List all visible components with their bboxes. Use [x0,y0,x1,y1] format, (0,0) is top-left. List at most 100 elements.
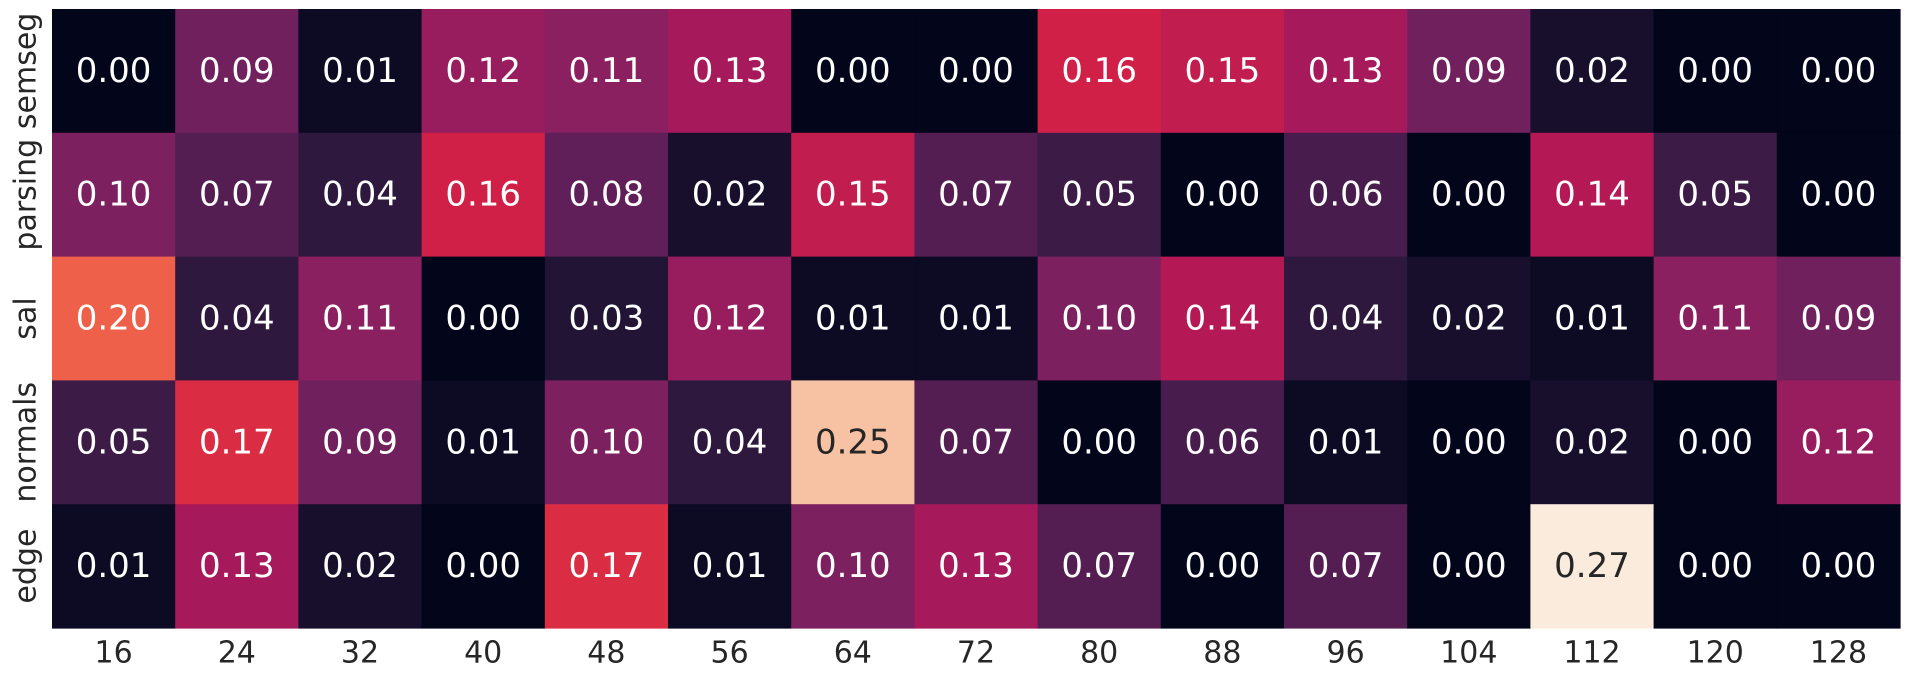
cell-value-label-edge-48: 0.17 [569,546,645,586]
heatmap-cell-parsing-120 [1653,132,1778,258]
heatmap-cell-semseg-40 [421,9,546,134]
heatmap-cell-semseg-80 [1037,9,1162,134]
heatmap-cell-normals-32 [298,380,423,505]
heatmap-cell-normals-88 [1160,380,1285,505]
heatmap-cell-edge-72 [914,504,1039,629]
heatmap-cell-edge-16 [52,504,176,629]
cell-value-label-semseg-40: 0.12 [445,51,521,91]
heatmap-cell-sal-40 [421,256,546,381]
x-tick-label-120: 120 [1687,636,1744,671]
cell-value-label-parsing-16: 0.10 [76,175,152,215]
cell-value-label-semseg-72: 0.00 [938,51,1014,91]
cell-value-label-normals-16: 0.05 [76,422,152,462]
heatmap-cell-edge-128 [1776,504,1901,629]
heatmap-cell-sal-24 [175,256,299,381]
heatmap-cell-sal-112 [1530,256,1655,381]
cell-value-label-semseg-120: 0.00 [1677,51,1753,91]
heatmap-cell-parsing-72 [914,132,1039,258]
cell-value-label-edge-88: 0.00 [1185,546,1261,586]
cell-value-label-sal-88: 0.14 [1185,299,1261,339]
heatmap-cell-normals-48 [544,380,669,505]
cell-value-label-semseg-64: 0.00 [815,51,891,91]
cell-value-label-semseg-16: 0.00 [76,51,152,91]
heatmap-cell-semseg-32 [298,9,423,134]
cell-value-label-sal-72: 0.01 [938,299,1014,339]
heatmap-cell-sal-88 [1160,256,1285,381]
cell-value-label-edge-72: 0.13 [938,546,1014,586]
x-tick-label-128: 128 [1810,636,1867,671]
heatmap-cell-edge-64 [791,504,915,629]
heatmap-cell-semseg-48 [544,9,669,134]
heatmap-cell-edge-112 [1530,504,1655,629]
cell-value-label-normals-72: 0.07 [938,422,1014,462]
cell-value-label-normals-88: 0.06 [1185,422,1261,462]
x-tick-label-40: 40 [464,636,502,671]
cell-value-label-edge-96: 0.07 [1308,546,1384,586]
heatmap-cell-parsing-80 [1037,132,1162,258]
x-tick-label-88: 88 [1203,636,1241,671]
cell-value-label-sal-16: 0.20 [76,299,152,339]
heatmap-cell-parsing-96 [1284,132,1408,258]
heatmap-cell-normals-104 [1407,380,1531,505]
cell-value-label-sal-120: 0.11 [1677,299,1753,339]
heatmap-cell-parsing-48 [544,132,669,258]
y-tick-label-semseg: semseg [9,13,44,129]
heatmap-cell-normals-16 [52,380,176,505]
cell-value-label-sal-96: 0.04 [1308,299,1384,339]
heatmap-cell-edge-104 [1407,504,1531,629]
cell-value-label-sal-56: 0.12 [692,299,768,339]
heatmap-cell-parsing-40 [421,132,546,258]
cell-value-label-sal-128: 0.09 [1801,299,1877,339]
heatmap-cell-semseg-16 [52,9,176,134]
heatmap-cell-normals-64 [791,380,915,505]
heatmap-cell-parsing-32 [298,132,423,258]
cell-value-label-edge-40: 0.00 [445,546,521,586]
heatmap-cell-edge-56 [668,504,792,629]
y-tick-label-parsing: parsing [9,139,44,251]
heatmap-cell-sal-128 [1776,256,1901,381]
heatmap-cell-semseg-120 [1653,9,1778,134]
heatmap-cell-semseg-128 [1776,9,1901,134]
cell-value-label-parsing-56: 0.02 [692,175,768,215]
x-tick-label-72: 72 [957,636,995,671]
heatmap-cell-normals-40 [421,380,546,505]
heatmap-cell-edge-32 [298,504,423,629]
cell-value-label-edge-32: 0.02 [322,546,398,586]
cell-value-label-normals-64: 0.25 [815,422,891,462]
heatmap-cells [52,9,1901,629]
x-tick-label-32: 32 [341,636,379,671]
cell-value-label-semseg-56: 0.13 [692,51,768,91]
heatmap-cell-semseg-96 [1284,9,1408,134]
cell-value-label-parsing-72: 0.07 [938,175,1014,215]
heatmap-cell-sal-104 [1407,256,1531,381]
cell-value-label-parsing-112: 0.14 [1554,175,1630,215]
cell-value-label-parsing-128: 0.00 [1801,175,1877,215]
cell-value-label-sal-40: 0.00 [445,299,521,339]
cell-value-label-normals-120: 0.00 [1677,422,1753,462]
heatmap-cell-normals-120 [1653,380,1778,505]
cell-value-label-normals-104: 0.00 [1431,422,1507,462]
cell-value-label-normals-56: 0.04 [692,422,768,462]
x-tick-label-104: 104 [1440,636,1497,671]
heatmap-cell-parsing-16 [52,132,176,258]
cell-value-label-parsing-96: 0.06 [1308,175,1384,215]
cell-value-label-edge-24: 0.13 [199,546,275,586]
x-tick-label-96: 96 [1327,636,1365,671]
heatmap-cell-semseg-104 [1407,9,1531,134]
heatmap-cell-parsing-112 [1530,132,1655,258]
x-tick-label-56: 56 [711,636,749,671]
heatmap-cell-sal-56 [668,256,792,381]
heatmap-annotations: 0.00 0.09 0.01 0.12 0.11 0.13 0.00 0.00 0.16 0.15… [76,51,1877,586]
y-tick-label-sal: sal [9,297,44,339]
heatmap-cell-edge-48 [544,504,669,629]
heatmap-cell-parsing-24 [175,132,299,258]
heatmap-cell-sal-120 [1653,256,1778,381]
y-tick-label-edge: edge [9,529,44,604]
cell-value-label-normals-48: 0.10 [569,422,645,462]
cell-value-label-normals-40: 0.01 [445,422,521,462]
cell-value-label-edge-56: 0.01 [692,546,768,586]
x-tick-label-64: 64 [834,636,872,671]
cell-value-label-semseg-112: 0.02 [1554,51,1630,91]
